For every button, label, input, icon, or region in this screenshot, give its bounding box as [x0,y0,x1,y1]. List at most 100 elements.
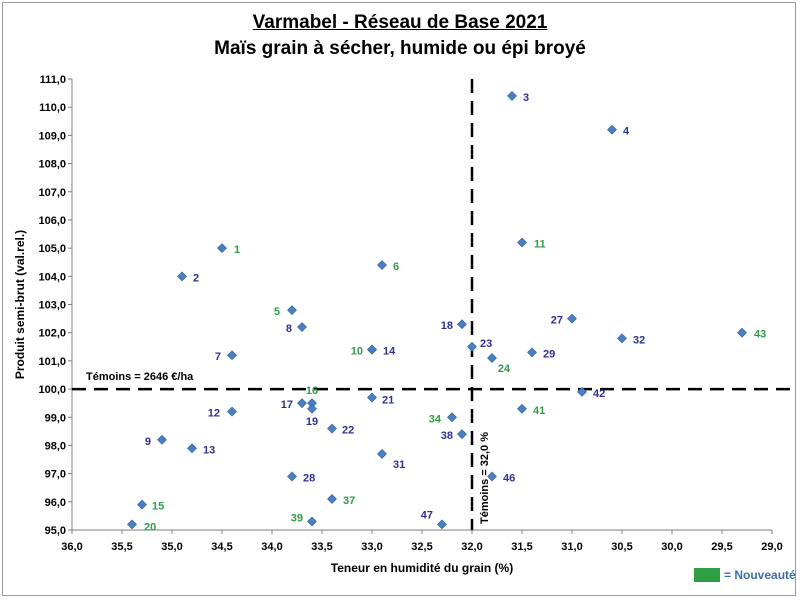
data-point-17 [297,398,307,409]
data-point-2 [177,271,187,282]
data-label-7: 7 [215,351,221,363]
data-point-29 [527,347,537,358]
data-label-14: 14 [383,346,396,358]
data-label-3: 3 [523,92,529,104]
y-tick-label: 111,0 [40,74,66,86]
data-label-27: 27 [551,315,563,327]
data-label-15: 15 [152,501,164,513]
data-point-47 [437,519,447,530]
data-point-5 [287,305,297,316]
y-tick-label: 97,0 [45,469,66,481]
data-point-18 [457,319,467,330]
y-tick-label: 104,0 [38,271,66,283]
data-label-10: 10 [351,346,363,358]
y-tick-label: 110,0 [39,102,66,114]
data-label-21: 21 [382,395,394,407]
data-label-47: 47 [421,509,433,521]
legend-label-new: = Nouveauté [724,568,796,582]
y-tick-label: 106,0 [38,215,66,227]
data-label-4: 4 [623,126,630,138]
data-label-41: 41 [533,405,545,417]
data-label-1: 1 [234,244,240,256]
data-label-43: 43 [754,329,766,341]
x-tick-label: 30,0 [661,541,682,553]
chart-subtitle: Maïs grain à sécher, humide ou épi broyé [214,38,586,59]
x-tick-label: 33,0 [361,541,382,553]
data-point-38 [457,429,467,440]
data-label-38: 38 [441,430,453,442]
data-point-15 [137,499,147,510]
x-tick-label: 33,5 [311,541,332,553]
data-point-39 [307,516,317,527]
x-tick-label: 29,0 [761,541,782,553]
data-point-13 [187,443,197,454]
x-tick-label: 31,0 [561,541,582,553]
data-point-34 [447,412,457,423]
y-tick-label: 108,0 [38,159,66,171]
data-point-4 [607,124,617,135]
y-tick-label: 98,0 [45,440,66,452]
legend: = Nouveauté [694,567,796,583]
data-label-31: 31 [393,459,405,471]
y-tick-label: 99,0 [45,412,66,424]
data-point-6 [377,260,387,270]
data-label-5: 5 [274,306,280,318]
data-label-37: 37 [343,495,355,507]
data-point-32 [617,333,627,344]
y-tick-label: 102,0 [38,328,66,340]
data-label-11: 11 [534,238,546,250]
data-label-32: 32 [633,334,645,346]
data-point-31 [377,448,387,459]
data-point-42 [577,386,587,397]
data-label-46: 46 [503,472,515,484]
data-label-18: 18 [441,320,453,332]
x-tick-label: 30,5 [611,541,632,553]
data-label-42: 42 [593,388,605,400]
data-label-9: 9 [145,436,151,448]
y-tick-label: 100,0 [38,384,66,396]
data-point-3 [507,90,517,101]
data-point-43 [737,327,747,338]
data-label-23: 23 [480,338,492,350]
data-point-8 [297,322,307,332]
data-label-17: 17 [281,399,293,411]
data-point-28 [287,471,297,482]
data-point-23 [467,341,477,352]
x-tick-label: 32,0 [461,541,482,553]
data-point-14 [367,344,377,355]
data-label-6: 6 [393,261,399,273]
data-label-24: 24 [498,363,511,375]
chart-title: Varmabel - Réseau de Base 2021 [252,12,548,33]
x-axis-title: Teneur en humidité du grain (%) [331,561,513,575]
data-point-37 [327,494,337,504]
data-label-20: 20 [144,521,156,533]
data-point-9 [157,434,167,445]
x-tick-label: 29,5 [711,541,732,553]
data-point-11 [517,237,527,248]
data-label-28: 28 [303,472,315,484]
data-label-8: 8 [286,323,292,335]
data-label-34: 34 [429,413,442,425]
data-label-22: 22 [342,425,354,437]
x-tick-label: 34,0 [261,541,282,553]
data-point-22 [327,423,337,434]
data-point-41 [517,403,527,414]
y-tick-label: 107,0 [38,187,66,199]
x-tick-label: 31,5 [511,541,532,553]
data-label-29: 29 [543,348,555,360]
y-tick-label: 101,0 [38,356,66,368]
y-tick-label: 105,0 [38,243,66,255]
data-point-19 [307,403,317,414]
x-tick-label: 34,5 [211,541,232,553]
y-tick-label: 109,0 [38,130,66,142]
legend-swatch-new [694,568,720,582]
x-tick-label: 35,0 [161,541,182,553]
data-label-2: 2 [193,272,199,284]
reference-label-horizontal: Témoins = 2646 €/ha [86,371,194,383]
data-label-16: 16 [306,385,318,397]
data-label-13: 13 [203,444,215,456]
y-tick-label: 95,0 [45,525,66,537]
data-point-1 [217,243,227,254]
data-label-19: 19 [306,416,318,428]
